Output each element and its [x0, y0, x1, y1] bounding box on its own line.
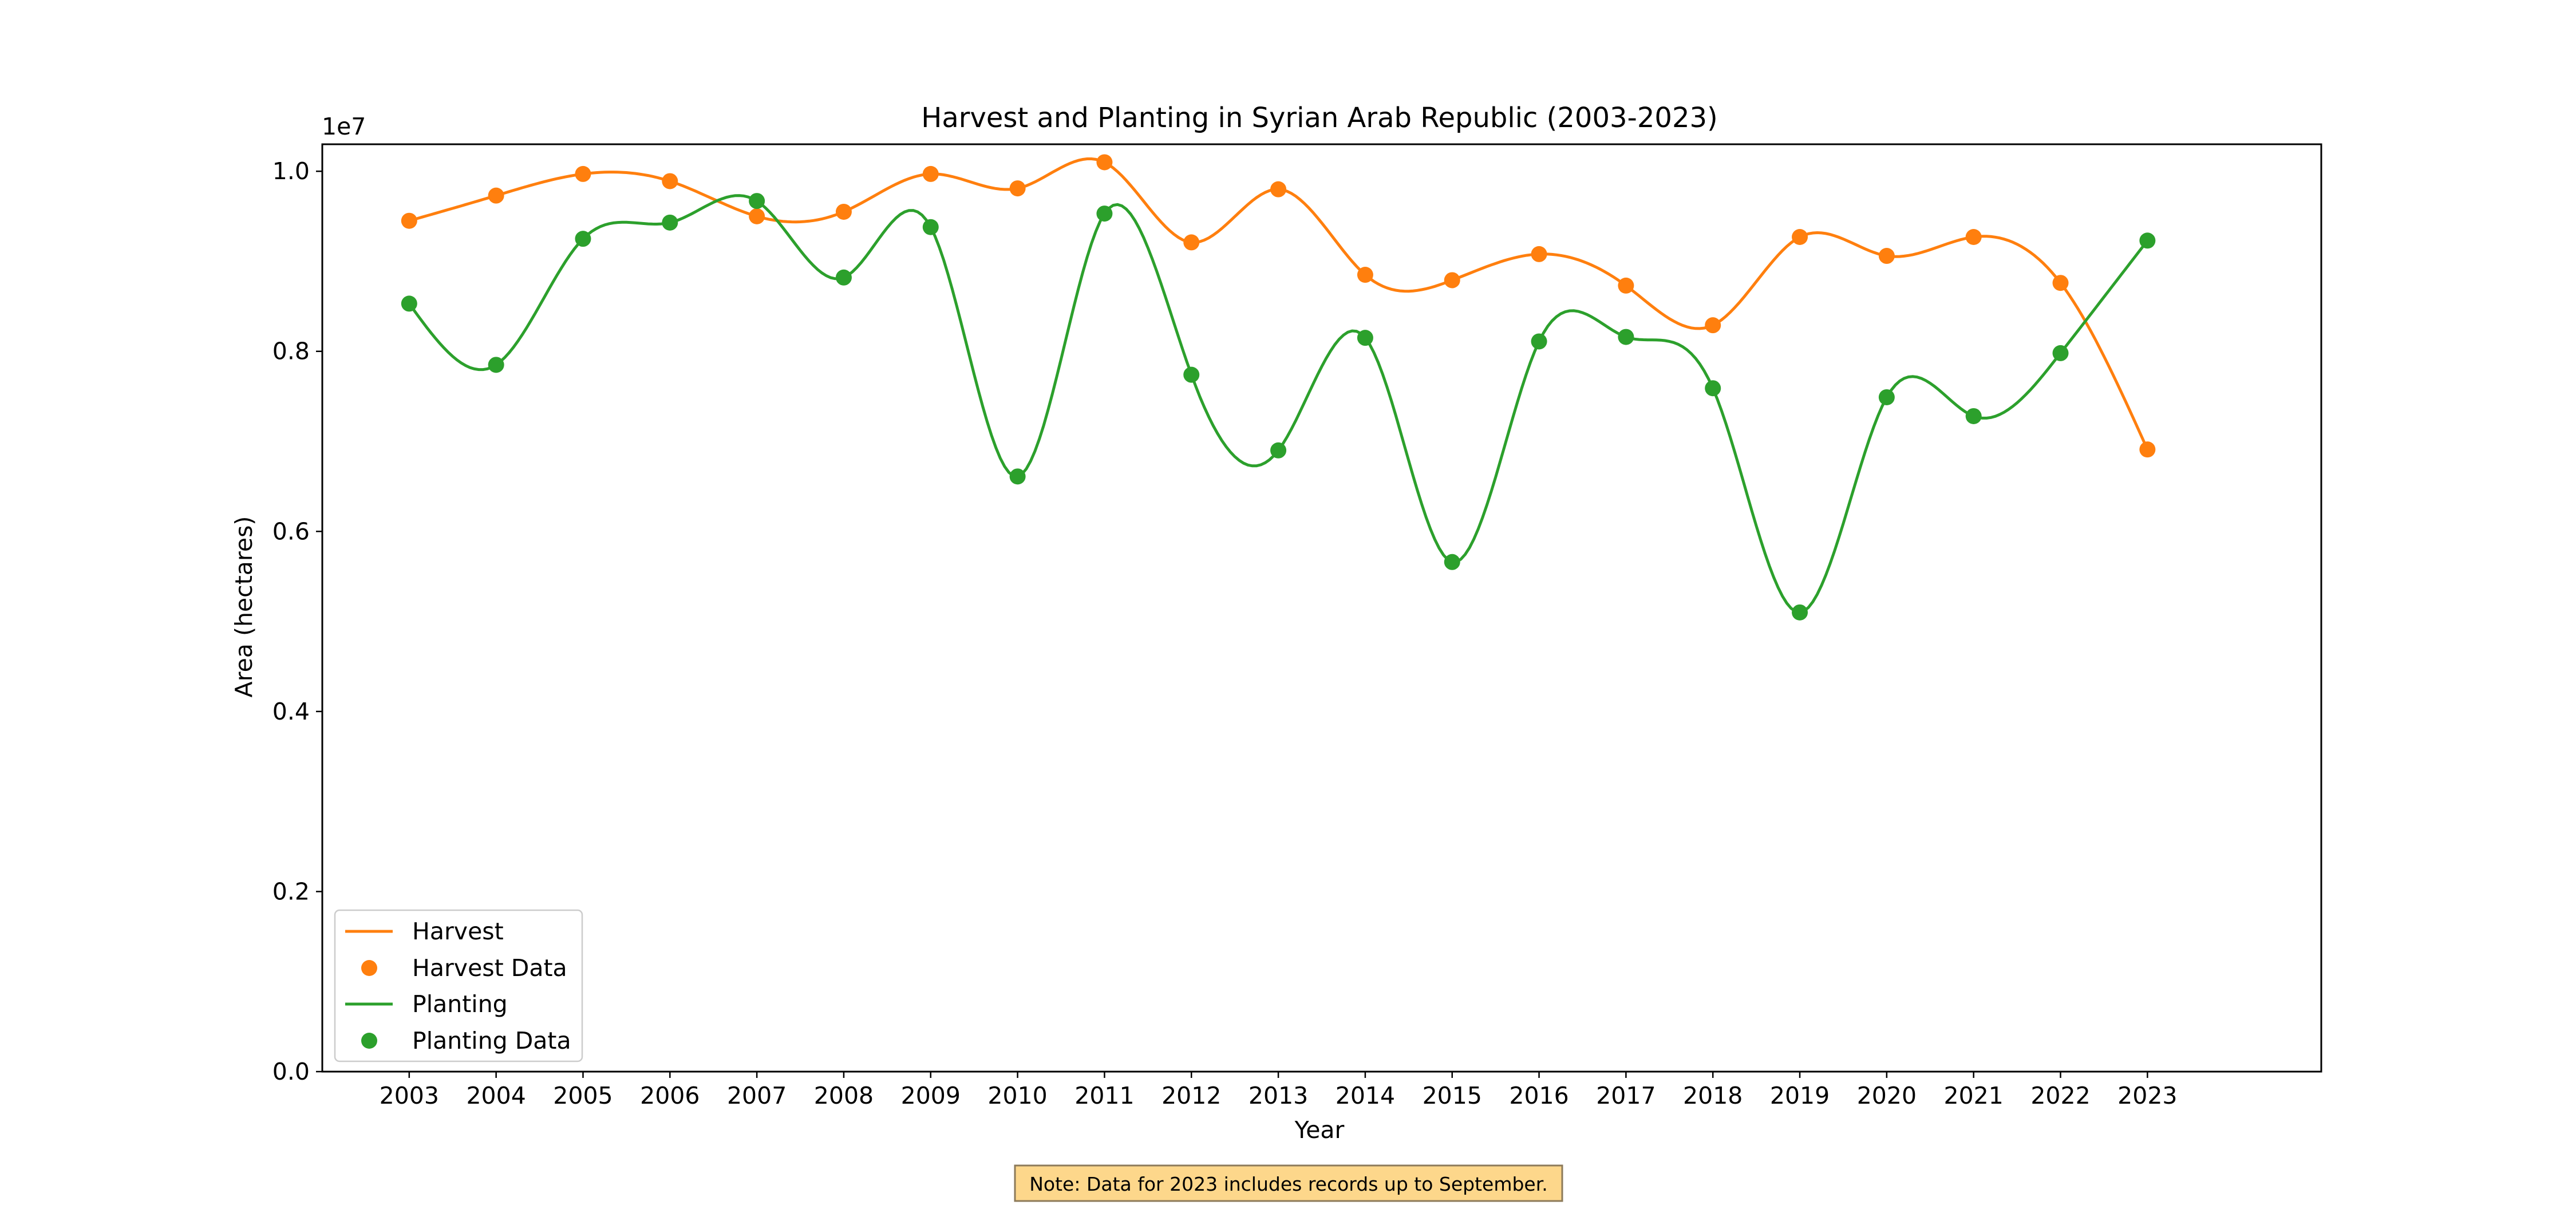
- y-tick-label: 1.0: [272, 157, 310, 185]
- x-tick-label: 2013: [1249, 1082, 1308, 1109]
- legend-planting-data-label: Planting Data: [412, 1027, 571, 1054]
- planting-data-point: [1965, 408, 1982, 424]
- annotation-box: Note: Data for 2023 includes records up …: [1014, 1164, 1563, 1202]
- planting-data-point: [662, 214, 678, 231]
- planting-data-point: [2052, 345, 2069, 361]
- harvest-data-point: [1878, 248, 1895, 264]
- planting-data-point: [1618, 329, 1634, 345]
- x-tick-label: 2022: [2030, 1082, 2090, 1109]
- harvest-data-point: [749, 208, 765, 224]
- y-tick-label: 0.4: [272, 698, 310, 725]
- harvest-data-point: [662, 173, 678, 189]
- planting-data-point: [835, 269, 852, 286]
- x-tick-label: 2009: [901, 1082, 961, 1109]
- legend-harvest-marker-swatch: [361, 960, 377, 976]
- harvest-data-point: [1096, 154, 1113, 171]
- x-tick-label: 2003: [380, 1082, 439, 1109]
- x-tick-label: 2010: [987, 1082, 1047, 1109]
- harvest-data-point: [1009, 180, 1026, 197]
- harvest-data-point: [1965, 229, 1982, 245]
- x-tick-label: 2017: [1596, 1082, 1656, 1109]
- planting-data-point: [749, 193, 765, 210]
- harvest-data-point: [1705, 317, 1721, 334]
- legend-box: [334, 909, 583, 1062]
- x-tick-label: 2006: [640, 1082, 700, 1109]
- planting-data-point: [401, 295, 417, 312]
- x-tick-label: 2014: [1336, 1082, 1395, 1109]
- harvest-data-point: [1357, 267, 1373, 283]
- x-tick-label: 2019: [1770, 1082, 1830, 1109]
- legend-harvest-data-label: Harvest Data: [412, 954, 567, 982]
- harvest-data-point: [1792, 229, 1808, 245]
- legend-planting-label: Planting: [412, 990, 508, 1018]
- y-tick-label: 0.6: [272, 517, 310, 545]
- x-tick-label: 2020: [1857, 1082, 1917, 1109]
- x-tick-label: 2015: [1423, 1082, 1482, 1109]
- harvest-data-point: [401, 212, 417, 229]
- planting-data-point: [575, 231, 591, 247]
- chart-title: Harvest and Planting in Syrian Arab Repu…: [921, 102, 1718, 134]
- y-tick-label: 0.8: [272, 338, 310, 365]
- y-offset-label: 1e7: [322, 113, 366, 140]
- planting-data-point: [1183, 366, 1200, 383]
- planting-data-point: [1096, 206, 1113, 222]
- harvest-data-point: [1183, 234, 1200, 251]
- planting-data-point: [1792, 604, 1808, 621]
- planting-data-point: [1444, 554, 1460, 570]
- planting-data-point: [488, 357, 504, 373]
- x-tick-label: 2018: [1683, 1082, 1743, 1109]
- legend-planting-marker-swatch: [361, 1033, 377, 1049]
- planting-data-point: [1270, 442, 1287, 459]
- x-tick-label: 2011: [1074, 1082, 1134, 1109]
- planting-data-point: [922, 219, 939, 235]
- harvest-data-point: [488, 187, 504, 204]
- harvest-data-point: [922, 165, 939, 182]
- x-tick-label: 2023: [2117, 1082, 2177, 1109]
- x-tick-label: 2016: [1509, 1082, 1568, 1109]
- annotation-text: Note: Data for 2023 includes records up …: [1029, 1173, 1548, 1195]
- y-tick-label: 0.0: [272, 1058, 310, 1085]
- harvest-data-point: [835, 203, 852, 220]
- planting-data-point: [1878, 389, 1895, 405]
- harvest-data-point: [1618, 277, 1634, 294]
- harvest-data-point: [2052, 275, 2069, 291]
- harvest-data-point: [2139, 441, 2156, 458]
- planting-data-point: [1009, 468, 1026, 485]
- annotation-background: [1014, 1164, 1563, 1202]
- legend-harvest-label: Harvest: [412, 918, 504, 945]
- y-tick-label: 0.2: [272, 878, 310, 905]
- harvest-data-point: [575, 165, 591, 182]
- planting-data-point: [1531, 333, 1547, 350]
- x-tick-label: 2007: [727, 1082, 787, 1109]
- y-axis-label: Area (hectares): [230, 516, 258, 698]
- planting-data-point: [1357, 330, 1373, 346]
- x-axis-label: Year: [1294, 1116, 1345, 1144]
- harvest-data-point: [1531, 246, 1547, 262]
- x-tick-label: 2004: [466, 1082, 526, 1109]
- harvest-data-point: [1444, 272, 1460, 289]
- planting-data-point: [1705, 380, 1721, 397]
- x-tick-label: 2008: [814, 1082, 874, 1109]
- harvest-data-point: [1270, 181, 1287, 197]
- x-tick-label: 2005: [553, 1082, 613, 1109]
- x-tick-label: 2012: [1161, 1082, 1221, 1109]
- plot-area-frame: [321, 143, 2322, 1073]
- planting-data-point: [2139, 232, 2156, 249]
- x-tick-label: 2021: [1944, 1082, 2004, 1109]
